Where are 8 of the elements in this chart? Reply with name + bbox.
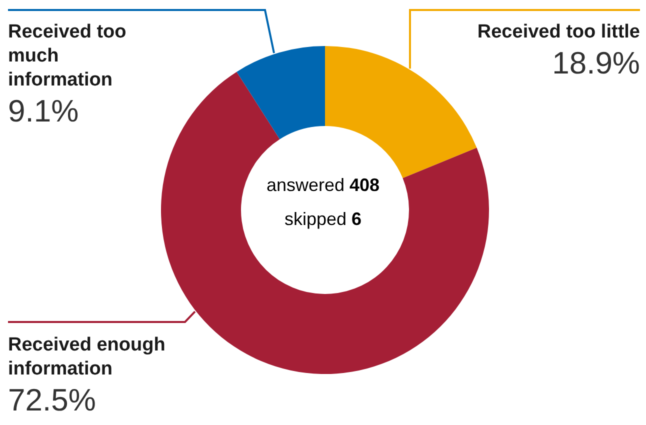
text: answered 408	[266, 175, 380, 195]
data-label: 72.5%	[8, 382, 96, 418]
slice-label: Received too little	[477, 22, 640, 42]
slice-label: Received enough information	[8, 334, 171, 380]
data-label: 9.1%	[8, 94, 79, 128]
data-label: 18.9%	[552, 46, 640, 80]
slice-label: Received too much information	[8, 22, 132, 90]
text: skipped 6	[284, 209, 362, 229]
